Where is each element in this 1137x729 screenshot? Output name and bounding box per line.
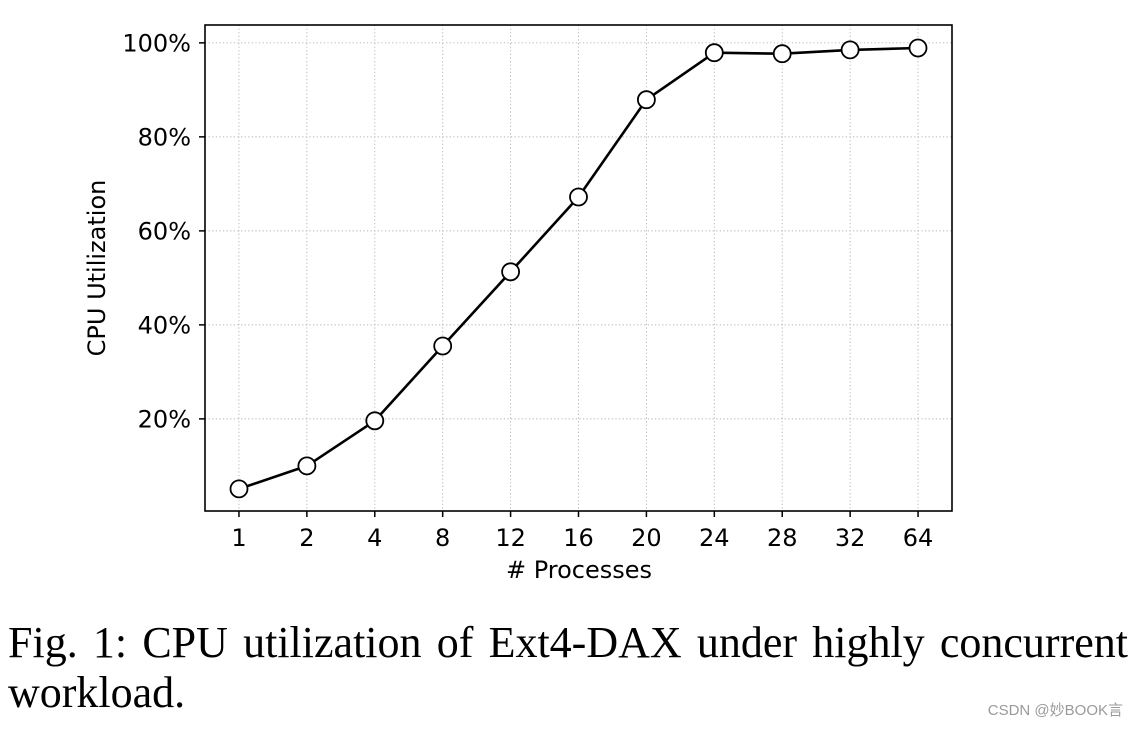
x-tick-label: 2 — [299, 524, 314, 552]
x-tick-label: 20 — [631, 524, 662, 552]
y-tick-label: 20% — [138, 406, 191, 434]
data-point — [908, 38, 928, 58]
data-point — [704, 43, 724, 63]
data-point — [433, 336, 453, 356]
series — [229, 38, 928, 499]
x-tick-label: 32 — [835, 524, 866, 552]
y-tick-label: 100% — [122, 30, 191, 58]
data-point — [637, 90, 656, 110]
x-tick-label: 64 — [903, 524, 934, 552]
y-tick-label: 80% — [138, 124, 191, 152]
figure-caption: Fig. 1: CPU utilization of Ext4-DAX unde… — [8, 618, 1128, 717]
x-tick-label: 16 — [563, 524, 594, 552]
grid — [205, 25, 952, 511]
data-point — [501, 262, 521, 282]
y-tick-label: 60% — [138, 218, 191, 246]
data-point — [365, 411, 385, 431]
series-line — [238, 46, 919, 491]
x-tick-label: 24 — [699, 524, 730, 552]
y-axis-label: CPU Utilization — [83, 180, 111, 357]
tick-marks — [199, 42, 919, 517]
y-tick-label: 40% — [138, 312, 191, 340]
x-tick-label: 28 — [767, 524, 798, 552]
data-point — [569, 187, 588, 207]
data-point — [772, 44, 792, 64]
x-tick-label: 1 — [231, 524, 246, 552]
x-tick-label: 4 — [367, 524, 382, 552]
data-point — [297, 456, 317, 476]
watermark: CSDN @妙BOOK言 — [987, 702, 1123, 719]
data-point — [229, 479, 249, 499]
x-tick-label: 12 — [495, 524, 526, 552]
x-axis-label: # Processes — [506, 556, 652, 584]
data-point — [840, 40, 860, 60]
x-tick-label: 8 — [435, 524, 450, 552]
